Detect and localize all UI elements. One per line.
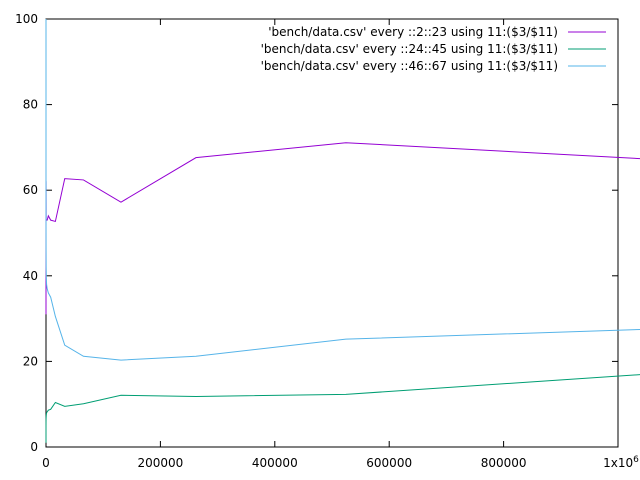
plot-axes: 0 20 40 60 80 100 0 200000 400000 600000 800000 1x1… — [15, 12, 639, 470]
series-line-2 — [45, 374, 640, 443]
legend-label: 'bench/data.csv' every ::24::45 using 11… — [261, 42, 558, 56]
x-tick-exponent: 6 — [633, 455, 639, 465]
legend: 'bench/data.csv' every ::2::23 using 11:… — [261, 25, 606, 73]
y-tick-label: 100 — [15, 12, 38, 26]
y-tick-label: 60 — [23, 183, 38, 197]
x-tick-label: 1x106 — [603, 455, 639, 470]
x-tick-label: 600000 — [366, 456, 412, 470]
y-tick-label: 20 — [23, 354, 38, 368]
y-tick-label: 0 — [30, 440, 38, 454]
plot-border — [45, 18, 619, 448]
series-line-3 — [45, 19, 640, 361]
x-tick-label: 0 — [42, 456, 50, 470]
x-tick-label: 200000 — [137, 456, 183, 470]
x-tick-label: 400000 — [252, 456, 298, 470]
y-tick-label: 80 — [23, 98, 38, 112]
x-tick-label: 800000 — [481, 456, 527, 470]
series-layer — [45, 19, 640, 443]
legend-label: 'bench/data.csv' every ::46::67 using 11… — [261, 59, 558, 73]
legend-label: 'bench/data.csv' every ::2::23 using 11:… — [268, 25, 558, 39]
y-tick-label: 40 — [23, 269, 38, 283]
